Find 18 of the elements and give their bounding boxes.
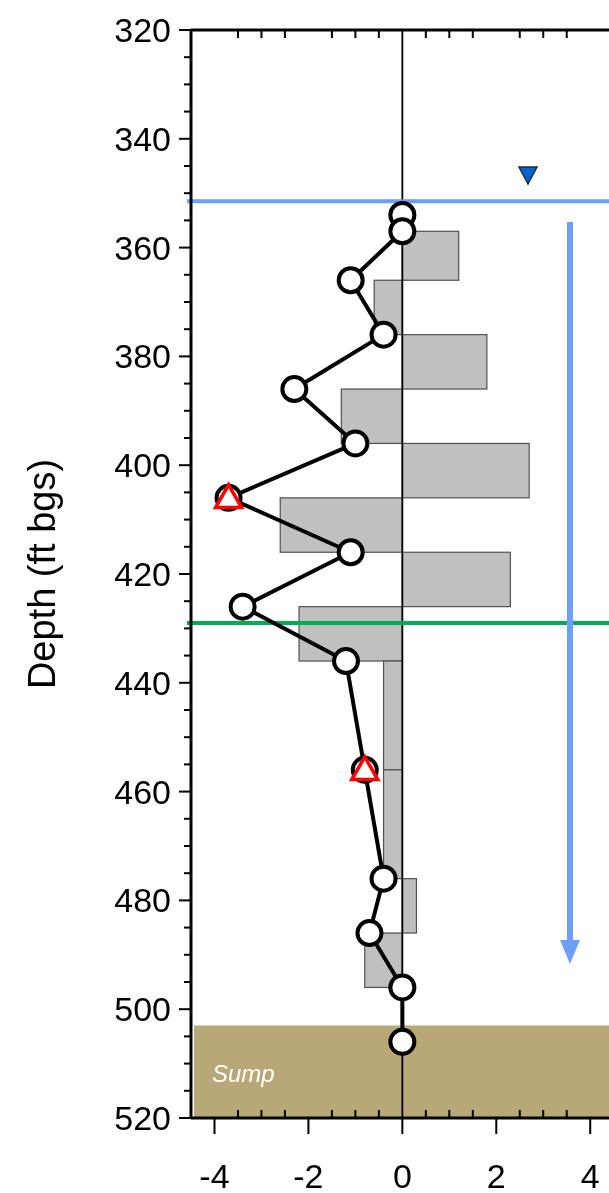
x-tick-label: 0 (392, 1157, 412, 1193)
x-tick-label: 4 (580, 1157, 600, 1193)
y-tick-label: 500 (114, 990, 171, 1029)
y-tick-label: 380 (114, 337, 171, 376)
y-tick-label: 340 (114, 119, 171, 158)
y-tick-label: 420 (114, 555, 171, 593)
y-tick-label: 400 (114, 446, 171, 485)
band-label: Sump (212, 1059, 275, 1087)
x-tick-label: -2 (293, 1157, 324, 1193)
y-tick-label: 460 (114, 772, 171, 811)
x-tick-label: -4 (199, 1157, 230, 1193)
y-tick-label: 480 (114, 881, 171, 920)
y-tick-label: 320 (114, 11, 171, 49)
x-tick-label: 2 (486, 1157, 506, 1193)
y-tick-label: 360 (114, 228, 171, 267)
y-tick-label: 520 (114, 1099, 171, 1137)
y-tick-label: 440 (114, 663, 171, 702)
y-axis-title: Depth (ft bgs) (21, 458, 63, 690)
